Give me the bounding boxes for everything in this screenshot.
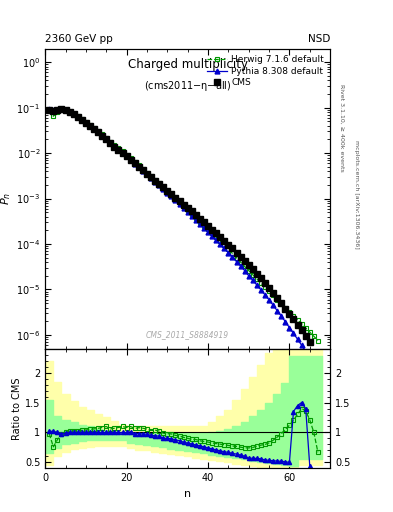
Pythia 8.308 default — [185, 209, 190, 215]
Herwig 7.1.6 default — [59, 106, 64, 112]
Pythia 8.308 default — [112, 143, 117, 150]
Herwig 7.1.6 default — [299, 321, 304, 327]
Pythia 8.308 default — [59, 106, 64, 112]
Herwig 7.1.6 default — [47, 107, 51, 113]
Text: NSD: NSD — [308, 33, 330, 44]
CMS — [112, 143, 117, 150]
X-axis label: n: n — [184, 489, 191, 499]
CMS — [47, 106, 51, 113]
Herwig 7.1.6 default — [316, 337, 320, 344]
Pythia 8.308 default — [128, 157, 133, 163]
Text: $\mathregular{(cms2011{-}\eta{-}all)}$: $\mathregular{(cms2011{-}\eta{-}all)}$ — [144, 79, 231, 93]
Pythia 8.308 default — [161, 186, 165, 192]
Text: 2360 GeV pp: 2360 GeV pp — [45, 33, 113, 44]
Y-axis label: Ratio to CMS: Ratio to CMS — [12, 377, 22, 440]
Pythia 8.308 default — [47, 106, 51, 113]
Herwig 7.1.6 default — [255, 276, 259, 282]
CMS — [275, 295, 279, 301]
Legend: Herwig 7.1.6 default, Pythia 8.308 default, CMS: Herwig 7.1.6 default, Pythia 8.308 defau… — [205, 53, 326, 89]
Text: Rivet 3.1.10, ≥ 400k events: Rivet 3.1.10, ≥ 400k events — [339, 84, 344, 172]
CMS — [59, 105, 64, 112]
Line: Pythia 8.308 default: Pythia 8.308 default — [47, 106, 312, 360]
Y-axis label: $P_n$: $P_n$ — [0, 192, 13, 205]
CMS — [161, 184, 165, 190]
Text: Charged multiplicity: Charged multiplicity — [128, 58, 248, 71]
Line: CMS: CMS — [46, 106, 312, 345]
CMS — [128, 157, 133, 163]
Herwig 7.1.6 default — [92, 125, 96, 131]
Pythia 8.308 default — [275, 308, 279, 314]
Line: Herwig 7.1.6 default: Herwig 7.1.6 default — [47, 106, 320, 343]
Herwig 7.1.6 default — [84, 119, 88, 125]
Text: mcplots.cern.ch [arXiv:1306.3436]: mcplots.cern.ch [arXiv:1306.3436] — [354, 140, 359, 249]
Herwig 7.1.6 default — [161, 184, 165, 190]
Pythia 8.308 default — [307, 355, 312, 361]
CMS — [307, 339, 312, 345]
CMS — [299, 327, 304, 333]
CMS — [185, 205, 190, 211]
Pythia 8.308 default — [299, 342, 304, 348]
Text: CMS_2011_S8884919: CMS_2011_S8884919 — [146, 331, 229, 339]
Herwig 7.1.6 default — [173, 196, 178, 202]
